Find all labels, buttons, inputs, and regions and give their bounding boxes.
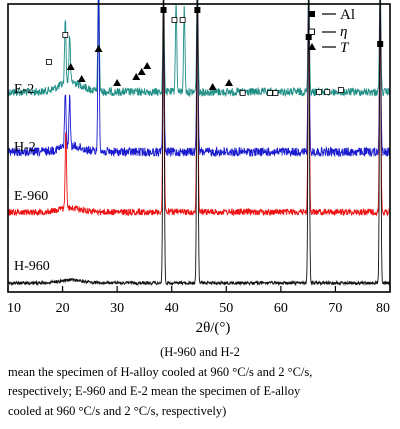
t-phase-marker: [225, 79, 234, 86]
x-tick-label: 10: [7, 301, 21, 316]
eta-phase-marker: [179, 17, 186, 23]
legend: Al η T: [308, 7, 355, 56]
eta-phase-marker: [46, 59, 52, 65]
x-tick-label: 50: [219, 301, 233, 316]
eta-phase-marker: [324, 89, 331, 95]
phase-marker-layer: [46, 7, 384, 96]
t-phase-marker: [66, 63, 75, 70]
caption-line-4: cooled at 960 °C/s and 2 °C/s, respectiv…: [8, 403, 227, 418]
legend-eta-square-icon: [308, 28, 315, 35]
plot-frame: [7, 3, 391, 293]
eta-phase-marker: [239, 90, 246, 96]
series-layer: [7, 0, 391, 287]
caption-line-1: (H-960 and H-2: [160, 345, 240, 359]
series-line-h-2: [7, 0, 391, 158]
t-phase-marker: [208, 83, 217, 90]
t-phase-marker: [143, 62, 152, 69]
x-tick-label: 60: [274, 301, 288, 316]
x-tick-label: 40: [165, 301, 179, 316]
x-axis-label: 2θ/(°): [196, 320, 231, 336]
series-label-h-2: H-2: [14, 140, 36, 155]
x-tick-label: 80: [376, 301, 390, 316]
caption-line-3: respectively; E-960 and E-2 mean the spe…: [8, 384, 301, 398]
t-phase-marker: [132, 73, 141, 80]
series-label-e-2: E-2: [14, 82, 34, 97]
x-tick-label: 30: [110, 301, 124, 316]
eta-phase-marker: [272, 90, 279, 96]
legend-label-al: Al: [340, 7, 355, 23]
series-label-h-960: H-960: [14, 259, 50, 274]
al-phase-marker: [305, 34, 312, 40]
x-tick-label: 20: [56, 301, 70, 316]
figure-caption: (H-960 and H-2 mean the specimen of H-al…: [8, 343, 392, 421]
legend-al-square-icon: [309, 11, 315, 17]
xrd-chart: 10 20 30 40 50 60 70 80 2θ/(°) Al η T E-2 H-2 E…: [7, 0, 391, 336]
legend-label-t: T: [340, 40, 350, 56]
eta-phase-marker: [171, 17, 178, 23]
t-phase-marker: [137, 68, 146, 75]
caption-line-2: mean the specimen of H-alloy cooled at 9…: [8, 364, 313, 379]
t-phase-marker: [77, 75, 86, 82]
eta-phase-marker: [267, 90, 273, 96]
t-phase-marker: [113, 79, 122, 86]
eta-phase-marker: [316, 89, 322, 95]
eta-phase-marker: [337, 87, 344, 93]
series-label-e-960: E-960: [14, 189, 48, 204]
x-tick-layer: 10 20 30 40 50 60 70 80: [7, 286, 391, 316]
legend-t-triangle-icon: [308, 43, 316, 50]
x-tick-label: 70: [328, 301, 342, 316]
al-phase-marker: [377, 41, 384, 47]
legend-label-eta: η: [340, 24, 347, 40]
eta-phase-marker: [62, 32, 69, 38]
al-phase-marker: [194, 7, 201, 13]
al-phase-marker: [160, 7, 167, 13]
t-phase-marker: [94, 45, 103, 52]
series-line-h-960: [7, 0, 391, 287]
